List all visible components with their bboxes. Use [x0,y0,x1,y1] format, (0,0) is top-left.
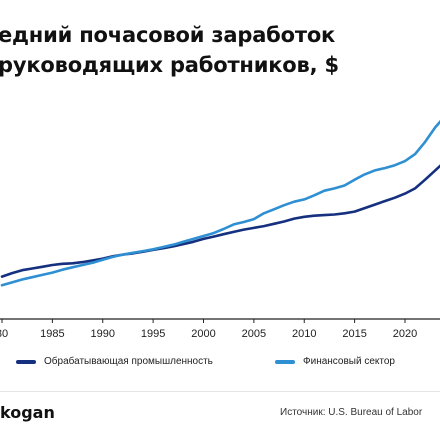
legend-swatch [275,359,295,364]
footer-divider [0,391,440,392]
chart-title: едний почасовой заработок руководящих ра… [0,20,440,80]
chart-title-line-2: руководящих работников, $ [0,53,339,77]
chart-title-line-1: едний почасовой заработок [0,23,336,47]
legend-label: Финансовый сектор [303,356,395,367]
x-tick-label-8: 2020 [393,328,417,340]
x-tick-label-4: 2000 [191,328,215,340]
series-line-finance [0,119,440,287]
x-tick-label-0: 80 [0,328,8,340]
x-tick-label-1: 1985 [40,328,64,340]
brand-logo: kogan [0,403,55,422]
source-note: Источник: U.S. Bureau of Labor [280,407,423,418]
legend-item-manufacturing: Обрабатывающая промышленность [16,356,213,367]
legend-item-finance: Финансовый сектор [275,356,395,367]
series-line-manufacturing [0,164,440,278]
chart-legend: Обрабатывающая промышленность Финансовый … [0,356,440,376]
legend-swatch [16,359,36,364]
x-tick-label-2: 1990 [91,328,115,340]
x-tick-label-5: 2005 [242,328,266,340]
x-tick-label-3: 1995 [141,328,165,340]
x-tick-label-7: 2015 [342,328,366,340]
legend-label: Обрабатывающая промышленность [44,356,213,367]
x-tick-label-6: 2010 [292,328,316,340]
